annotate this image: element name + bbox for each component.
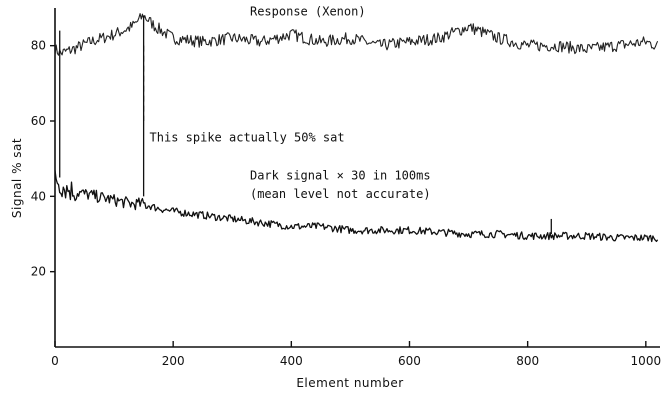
y-tick-label: 40 [31, 189, 46, 203]
annotation-label: (mean level not accurate) [250, 187, 431, 201]
x-tick-label: 0 [51, 354, 59, 368]
x-tick-label: 400 [280, 354, 303, 368]
spike-layer [59, 15, 552, 234]
x-axis-ticks: 0 200 400 600 800 1000 [51, 341, 661, 368]
annotation-layer: Response (Xenon) This spike actually 50% … [150, 5, 431, 202]
annotation-label: Dark signal × 30 in 100ms [250, 168, 431, 182]
series-line-dark-signal [54, 170, 659, 243]
x-tick-label: 600 [398, 354, 421, 368]
y-axis-title: Signal % sat [10, 138, 24, 218]
x-tick-label: 1000 [631, 354, 662, 368]
y-tick-label: 60 [31, 114, 46, 128]
y-axis-ticks: 20 40 60 80 [31, 39, 55, 279]
y-tick-label: 20 [31, 265, 46, 279]
series-line-response [54, 13, 659, 56]
x-tick-label: 800 [516, 354, 539, 368]
series-layer [54, 13, 659, 243]
y-tick-label: 80 [31, 39, 46, 53]
x-tick-label: 200 [162, 354, 185, 368]
annotation-label: This spike actually 50% sat [150, 131, 345, 145]
annotation-label: Response (Xenon) [250, 5, 366, 19]
x-axis-title: Element number [296, 376, 403, 390]
plot-area [54, 8, 660, 348]
